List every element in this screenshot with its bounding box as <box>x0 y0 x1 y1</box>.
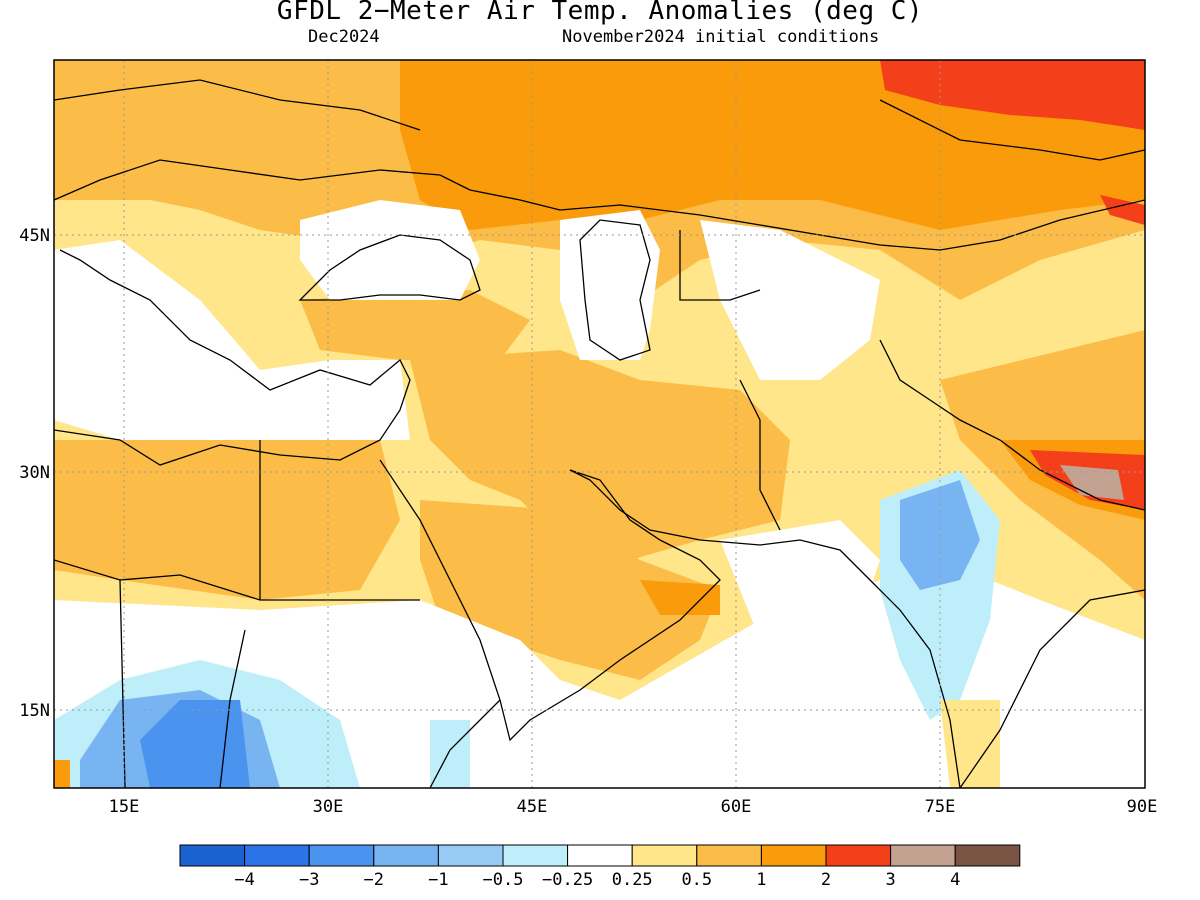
warm-north-africa <box>54 440 400 600</box>
colorbar-swatch <box>373 844 439 867</box>
initial-conditions-label: November2024 initial conditions <box>562 27 880 47</box>
colorbar-swatch <box>760 844 827 867</box>
colorbar-label: −0.25 <box>542 870 593 890</box>
graticule <box>54 60 1145 788</box>
colorbar-label: 1 <box>756 870 766 890</box>
warm-edge-africa <box>54 760 70 788</box>
warm-anatolia <box>300 290 530 360</box>
map-title: GFDL 2−Meter Air Temp. Anomalies (deg C) <box>276 0 924 26</box>
colorbar-label: −2 <box>364 870 384 890</box>
colorbar-swatch <box>825 844 892 867</box>
y-tick-45n: 45N <box>19 226 50 246</box>
colorbar-label: 4 <box>950 870 960 890</box>
x-tick-90e: 90E <box>1127 797 1158 817</box>
coastlines <box>54 79 1145 788</box>
warm-arabia-north <box>410 350 790 560</box>
colorbar-label: 0.25 <box>612 870 653 890</box>
y-axis: 45N 30N 15N <box>19 226 50 721</box>
strong-warm-oman <box>640 580 720 615</box>
colorbar-swatch <box>308 844 375 867</box>
colorbar-swatch <box>437 844 504 867</box>
x-axis: 15E 30E 45E 60E 75E 90E <box>109 797 1158 817</box>
neutral-black-sea <box>300 200 480 300</box>
colorbar-swatch <box>179 844 246 867</box>
x-tick-45e: 45E <box>517 797 548 817</box>
cool-ethiopia <box>430 720 470 788</box>
colorbar-swatch <box>502 844 569 867</box>
colorbar-swatch <box>244 844 310 867</box>
colorbar-label: 2 <box>821 870 831 890</box>
weak-warm-south-india <box>940 700 1000 788</box>
y-tick-15n: 15N <box>19 701 50 721</box>
colorbar-swatch <box>631 844 698 867</box>
neutral-central-asia <box>700 220 880 380</box>
valid-month: Dec2024 <box>308 27 380 47</box>
colorbar-label: −3 <box>299 870 319 890</box>
x-tick-15e: 15E <box>109 797 140 817</box>
x-tick-60e: 60E <box>721 797 752 817</box>
y-tick-30n: 30N <box>19 463 50 483</box>
map-frame <box>53 59 1146 789</box>
neutral-mediterranean <box>54 240 410 440</box>
colorbar-swatch <box>954 844 1021 867</box>
colorbar-swatch <box>567 844 633 867</box>
x-tick-75e: 75E <box>925 797 956 817</box>
neutral-caspian <box>560 210 660 360</box>
very-warm-siberia <box>880 60 1145 130</box>
colorbar-label: 0.5 <box>681 870 712 890</box>
colorbar: −4 −3 −2 −1 −0.5 −0.25 0.25 0.5 1 2 3 4 <box>179 844 1021 890</box>
colorbar-label: −1 <box>428 870 448 890</box>
colorbar-label: 3 <box>885 870 895 890</box>
x-tick-30e: 30E <box>313 797 344 817</box>
extreme-warm-tibet <box>1060 465 1124 500</box>
colorbar-swatch <box>696 844 762 867</box>
anomaly-field <box>54 60 1145 788</box>
colorbar-label: −4 <box>234 870 254 890</box>
colorbar-swatch <box>890 844 956 867</box>
colorbar-label: −0.5 <box>483 870 524 890</box>
